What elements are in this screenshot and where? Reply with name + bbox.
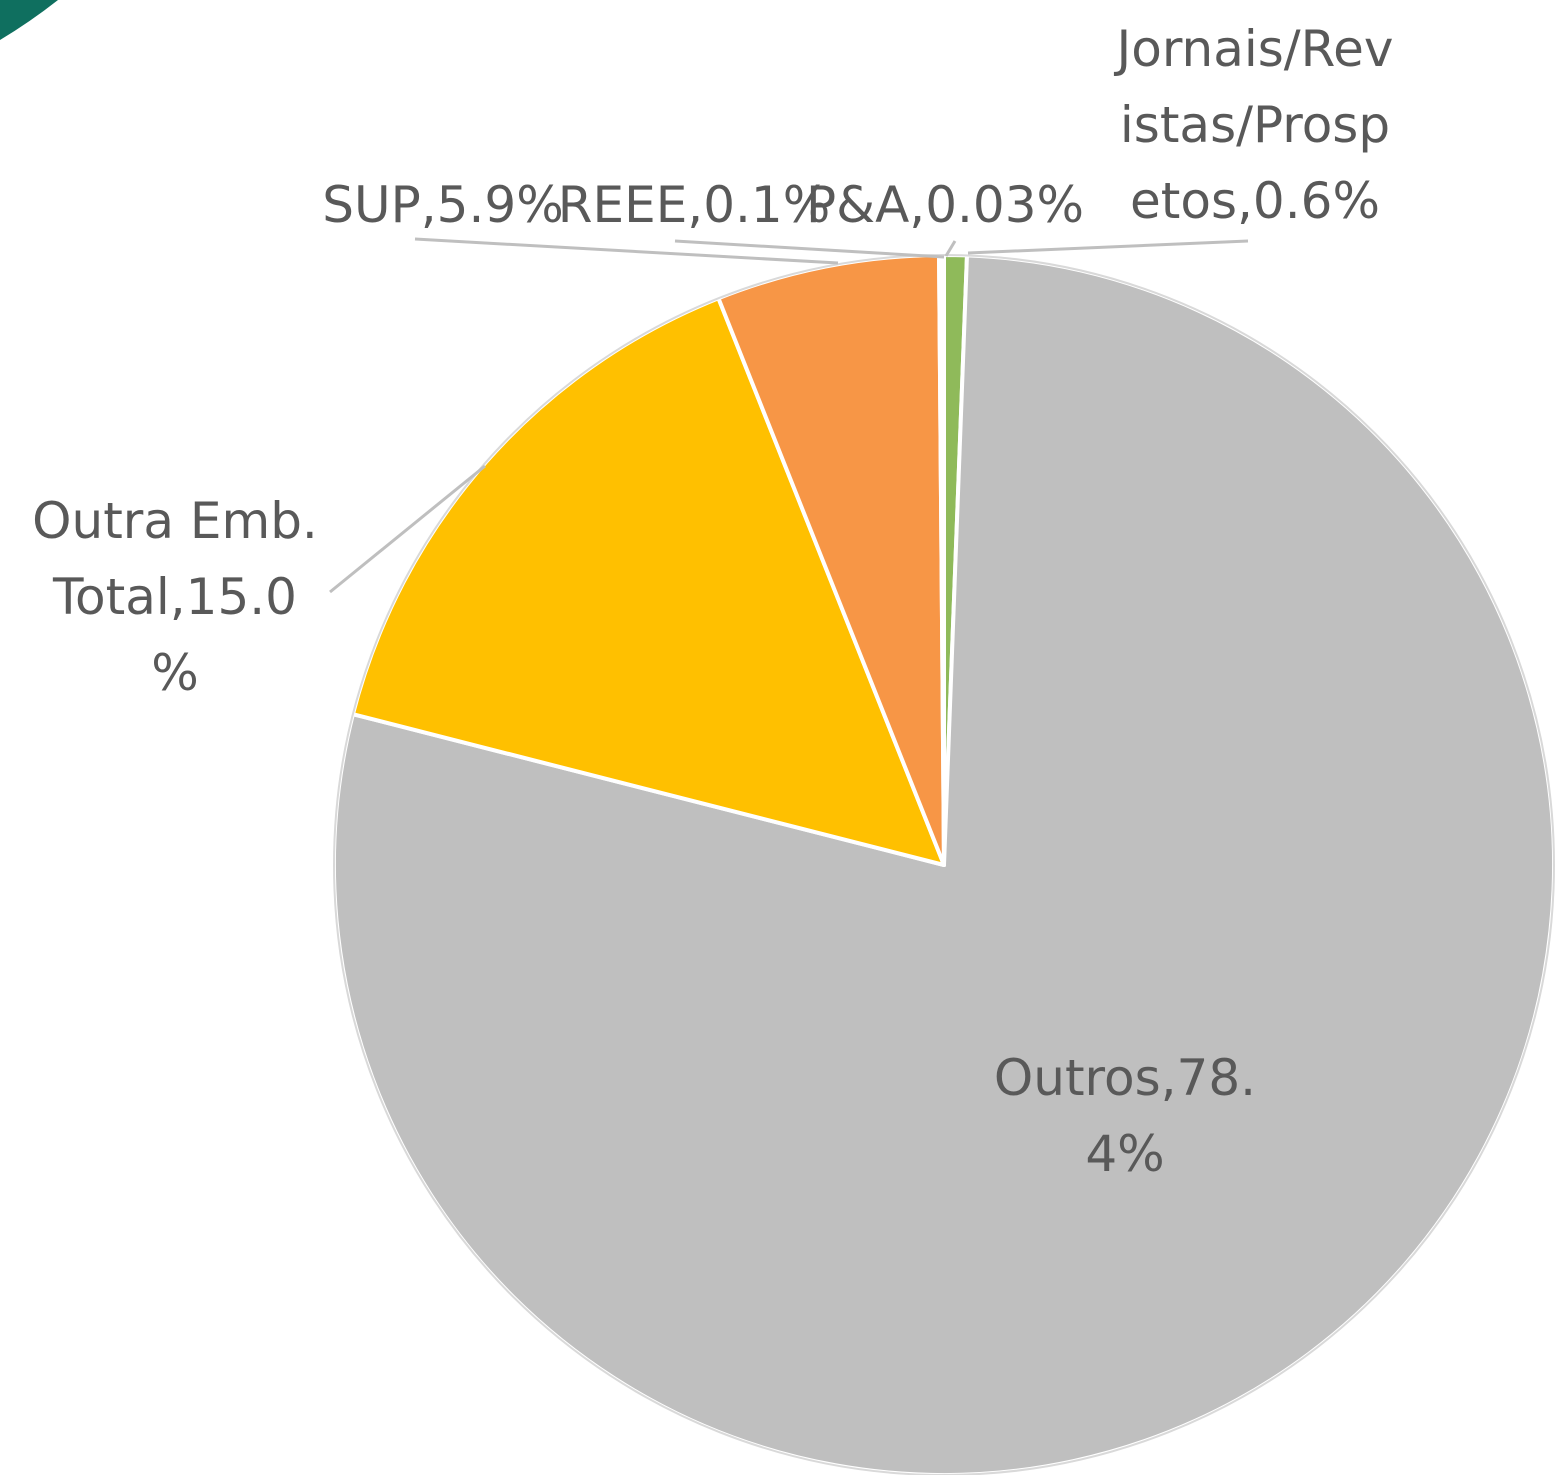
corner-accent-shape xyxy=(0,0,58,40)
data-label-sup: SUP,5.9% xyxy=(322,176,563,234)
data-label-line: etos,0.6% xyxy=(1130,172,1380,230)
leader-line-jornais-revistas-prospetos xyxy=(967,239,1249,255)
data-label-reee: REEE,0.1% xyxy=(558,176,830,234)
data-label-outra-emb-total: Outra Emb. Total,15.0% xyxy=(32,492,318,702)
leader-line-outra-emb-total xyxy=(329,464,486,594)
leader-line-panda xyxy=(944,240,957,257)
data-label-line: 4% xyxy=(1085,1125,1164,1183)
data-label-jornais-revistas-prospetos: Jornais/Rev istas/Prosp etos,0.6% xyxy=(1114,20,1394,230)
data-label-outros: Outros,78. 4% xyxy=(994,1049,1256,1183)
data-label-panda: P&A,0.03% xyxy=(806,176,1084,234)
data-label-line: % xyxy=(151,644,199,702)
data-label-line: SUP,5.9% xyxy=(322,176,563,234)
leader-line-sup xyxy=(414,237,839,265)
leader-line-reee xyxy=(674,239,945,259)
data-label-line: istas/Prosp xyxy=(1120,96,1390,154)
pie-slice-panda xyxy=(940,252,946,867)
data-label-line: Outros,78. xyxy=(994,1049,1256,1107)
pie-slices xyxy=(332,252,1556,1475)
pie-outline xyxy=(333,254,1555,1475)
leader-lines xyxy=(329,237,1249,594)
data-label-line: P&A,0.03% xyxy=(806,176,1084,234)
data-label-line: Jornais/Rev xyxy=(1114,20,1394,78)
data-labels: Jornais/Rev istas/Prosp etos,0.6% Outros,78… xyxy=(32,20,1393,1183)
data-label-line: REEE,0.1% xyxy=(558,176,830,234)
data-label-line: Outra Emb. xyxy=(32,492,318,550)
data-label-line: Total,15.0 xyxy=(52,568,297,626)
